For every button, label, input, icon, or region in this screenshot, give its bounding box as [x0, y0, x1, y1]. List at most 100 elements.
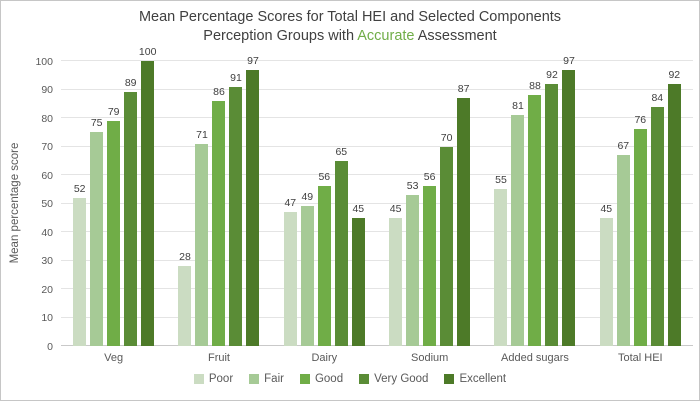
chart-title-line2-prefix: Perception Groups with [203, 28, 358, 44]
bar-value-label: 100 [138, 46, 157, 58]
x-axis-category-labels: Veg Fruit Dairy Sodium Added sugars Total HEI [61, 352, 693, 364]
y-tick-label: 50 [41, 198, 53, 210]
bar-value-label: 91 [230, 71, 242, 84]
bar-value-label: 76 [634, 114, 647, 127]
y-axis-tick-labels: 0 10 20 30 40 50 60 70 80 90 100 [1, 56, 53, 353]
legend-swatch-icon [359, 374, 370, 384]
bar-group-sodium: 45 53 56 70 87 [377, 61, 482, 346]
bar-column: 45 [599, 203, 613, 346]
bar-column: 56 [317, 171, 331, 346]
bar-value-label: 45 [600, 202, 613, 215]
bar-value-label: 55 [495, 174, 507, 187]
x-category-label: Sodium [411, 352, 449, 364]
bar-value-label: 88 [529, 80, 541, 93]
bar-excellent [562, 69, 576, 346]
legend-label: Fair [264, 373, 284, 385]
bar-value-label: 87 [457, 83, 470, 96]
bar-excellent [457, 98, 471, 346]
bar-column: 52 [73, 183, 87, 346]
legend: Poor Fair Good Very Good Excellent [1, 373, 699, 385]
y-tick-label: 70 [41, 141, 53, 153]
bar-column: 88 [528, 80, 542, 346]
bar-column: 84 [650, 92, 664, 346]
legend-swatch-icon [299, 374, 310, 384]
bar-column: 79 [107, 106, 121, 346]
gridline [61, 117, 693, 118]
bar-fair [511, 115, 525, 346]
bar-value-label: 56 [423, 171, 436, 184]
bar-fair [195, 143, 209, 346]
bar-poor [599, 217, 613, 346]
bar-column: 92 [545, 69, 559, 346]
bar-value-label: 70 [440, 131, 453, 144]
chart-title-line2: Perception Groups with Accurate Assessme… [1, 27, 699, 46]
y-tick-label: 80 [41, 112, 53, 125]
y-tick-label: 0 [47, 340, 53, 353]
bar-group-veg: 52 75 79 89 100 [61, 46, 166, 346]
bar-column: 53 [406, 180, 420, 346]
bar-value-label: 49 [301, 191, 314, 204]
bar-column: 86 [212, 86, 226, 346]
gridline [61, 202, 693, 204]
y-tick-label: 60 [41, 169, 53, 182]
bar-good [528, 95, 542, 346]
gridline [61, 88, 693, 90]
chart-title-line2-suffix: Assessment [414, 28, 497, 44]
bar-column: 56 [423, 171, 437, 346]
legend-swatch-icon [249, 374, 260, 384]
chart-title-line2-highlight: Accurate [357, 28, 415, 44]
y-tick-label: 90 [41, 84, 53, 96]
bar-good [317, 186, 331, 346]
bar-value-label: 81 [512, 100, 524, 113]
chart-title-line1: Mean Percentage Scores for Total HEI and… [138, 9, 562, 25]
gridline [61, 145, 693, 147]
bar-excellent [351, 217, 365, 346]
bar-poor [283, 212, 297, 346]
legend-swatch-icon [444, 374, 455, 384]
bar-column: 71 [195, 129, 209, 346]
bar-value-label: 65 [335, 145, 348, 158]
bar-very-good [650, 106, 664, 346]
bar-good [423, 186, 437, 346]
legend-label: Good [314, 373, 344, 385]
y-tick-label: 40 [41, 226, 53, 239]
x-category-label: Total HEI [617, 352, 663, 364]
bar-poor [494, 189, 508, 346]
bar-value-label: 89 [124, 77, 137, 90]
bar-poor [178, 266, 192, 346]
bar-excellent [667, 83, 681, 346]
bar-group-added-sugars: 55 81 88 92 97 [482, 55, 587, 346]
bar-group-fruit: 28 71 86 91 97 [166, 55, 271, 346]
x-category-label: Veg [104, 352, 124, 364]
bar-groups: 52 75 79 89 100 28 71 86 91 97 47 49 56 65 45 45 53 56 70 8… [61, 46, 693, 346]
bar-column: 67 [616, 140, 630, 346]
bar-very-good [545, 83, 559, 346]
legend-label: Poor [208, 373, 234, 385]
bar-good [633, 129, 647, 346]
bar-column: 89 [124, 77, 138, 346]
y-tick-label: 10 [41, 312, 53, 324]
bar-column: 45 [389, 203, 403, 346]
y-tick-label: 30 [41, 255, 53, 267]
y-tick-label: 100 [35, 55, 53, 68]
bar-value-label: 45 [389, 202, 402, 215]
bar-very-good [334, 160, 348, 346]
x-category-label: Fruit [207, 352, 230, 364]
bar-value-label: 67 [617, 140, 630, 153]
bar-value-label: 92 [668, 68, 681, 81]
bar-excellent [246, 69, 260, 346]
bar-value-label: 84 [651, 91, 664, 104]
bar-value-label: 86 [213, 85, 225, 98]
bar-value-label: 47 [284, 197, 297, 210]
gridline [61, 316, 693, 318]
legend-item-excellent: Excellent [444, 373, 506, 385]
bar-column: 100 [139, 46, 156, 346]
bar-column: 91 [229, 72, 243, 346]
bar-good [107, 120, 121, 346]
bar-good [212, 100, 226, 346]
bar-value-label: 52 [73, 182, 86, 195]
bar-group-total-hei: 45 67 76 84 92 [588, 61, 693, 346]
legend-label: Excellent [459, 373, 507, 385]
plot-area: 52 75 79 89 100 28 71 86 91 97 47 49 56 65 45 45 53 56 70 8… [61, 46, 693, 346]
x-category-label: Added sugars [501, 352, 569, 364]
